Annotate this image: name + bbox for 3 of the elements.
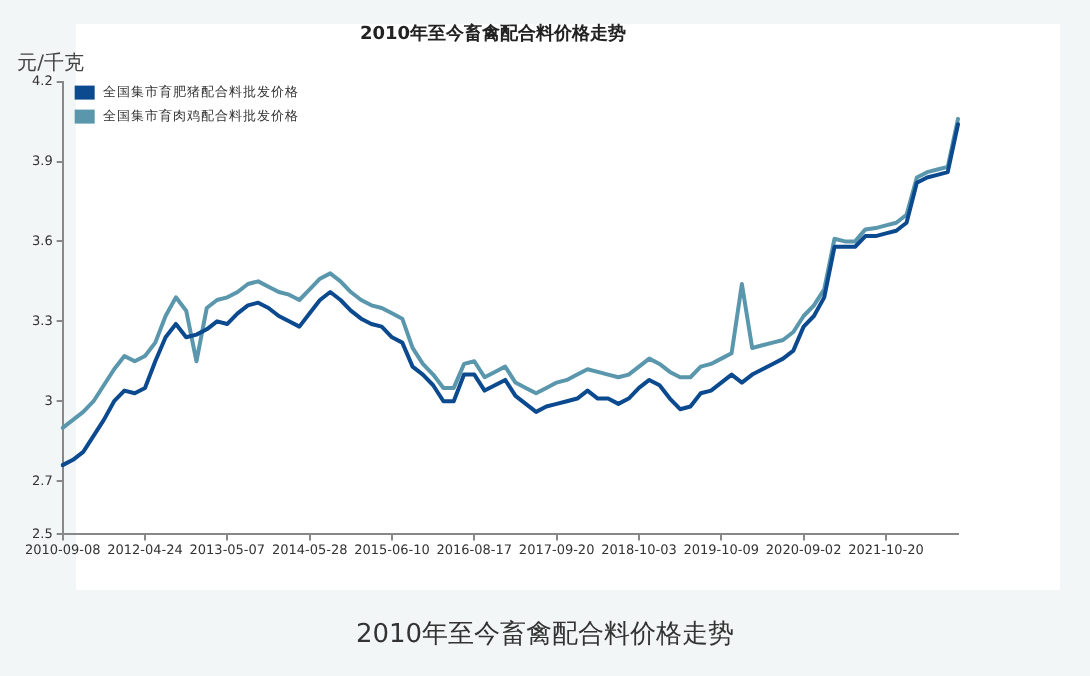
y-axis-title: 元/千克 xyxy=(17,50,85,75)
chart-title: 2010年至今畜禽配合料价格走势 xyxy=(359,23,627,46)
text: 2010年至今畜禽配合料价格走势 xyxy=(353,618,737,652)
